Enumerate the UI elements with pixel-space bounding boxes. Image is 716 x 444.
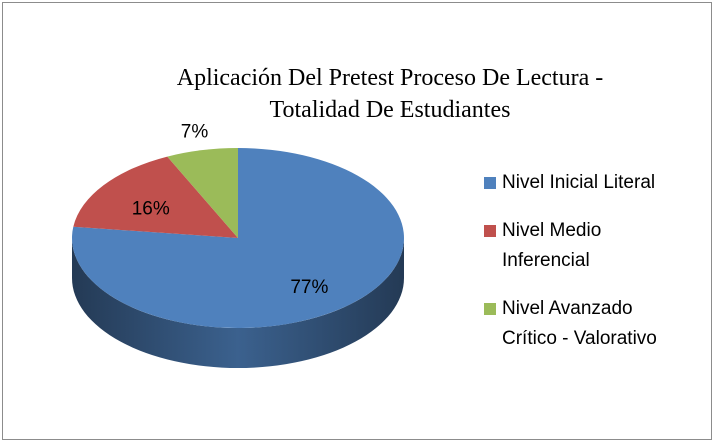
legend-label: Nivel Inicial Literal xyxy=(502,172,656,193)
legend-swatch xyxy=(484,225,496,237)
slice xyxy=(167,148,238,238)
legend-swatch xyxy=(484,303,496,315)
data-label: 77% xyxy=(290,277,328,298)
chart-title: Aplicación Del Pretest Proceso De Lectur… xyxy=(176,65,604,123)
legend-item: Nivel Medio Inferencial xyxy=(484,216,709,276)
legend-swatch xyxy=(484,177,496,189)
chart-frame xyxy=(2,2,712,440)
legend-label: Nivel Avanzado Crítico - Valorativo xyxy=(502,298,657,349)
slice-side xyxy=(72,238,404,368)
slice xyxy=(73,156,238,238)
legend-item: Nivel Inicial Literal xyxy=(484,168,709,198)
legend-label: Nivel Medio Inferencial xyxy=(502,220,602,271)
legend-item: Nivel Avanzado Crítico - Valorativo xyxy=(484,294,709,354)
data-label: 16% xyxy=(132,199,170,220)
data-label: 7% xyxy=(181,122,209,143)
legend: Nivel Inicial Literal Nivel Medio Inferen… xyxy=(484,168,709,354)
